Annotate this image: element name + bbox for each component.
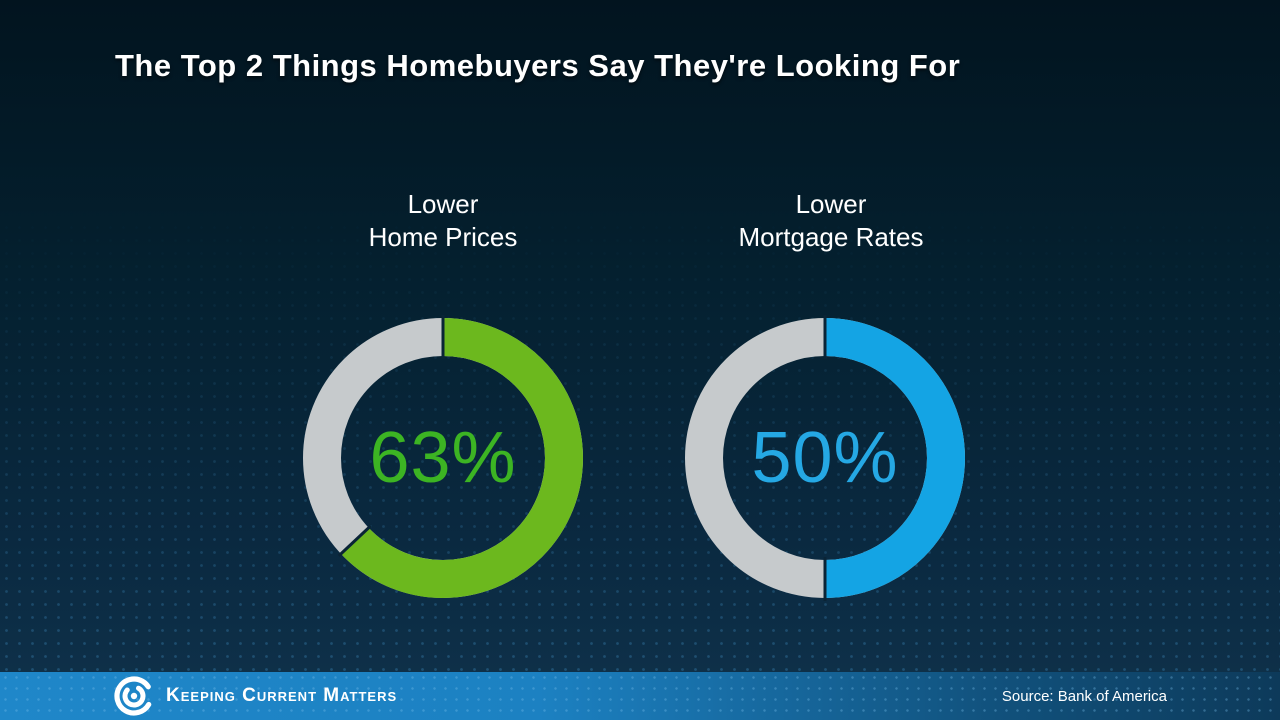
chart-label-line2: Home Prices [368, 221, 518, 252]
donut-percent-value: 63% [369, 418, 517, 498]
donut-chart-mortgage-rates: 50% [675, 308, 975, 608]
donut-chart-home-prices: 63% [293, 308, 593, 608]
page-title: The Top 2 Things Homebuyers Say They're … [115, 48, 961, 83]
chart-label-home-prices: Lower Home Prices [263, 188, 623, 253]
kcm-spiral-logo-icon [114, 676, 154, 716]
source-attribution: Source: Bank of America [1001, 687, 1167, 705]
footer-bar: Keeping Current Matters Source: Bank of … [0, 672, 1280, 720]
brand-name: Keeping Current Matters [166, 685, 398, 706]
donut-ring [303, 315, 583, 598]
chart-label-line1: Lower [407, 189, 479, 219]
brand: Keeping Current Matters [112, 672, 397, 720]
chart-label-line1: Lower [795, 189, 867, 219]
chart-label-mortgage-rates: Lower Mortgage Rates [651, 188, 1011, 253]
chart-label-line2: Mortgage Rates [738, 221, 924, 252]
donut-ring [685, 315, 965, 601]
donut-percent-value: 50% [751, 418, 899, 498]
